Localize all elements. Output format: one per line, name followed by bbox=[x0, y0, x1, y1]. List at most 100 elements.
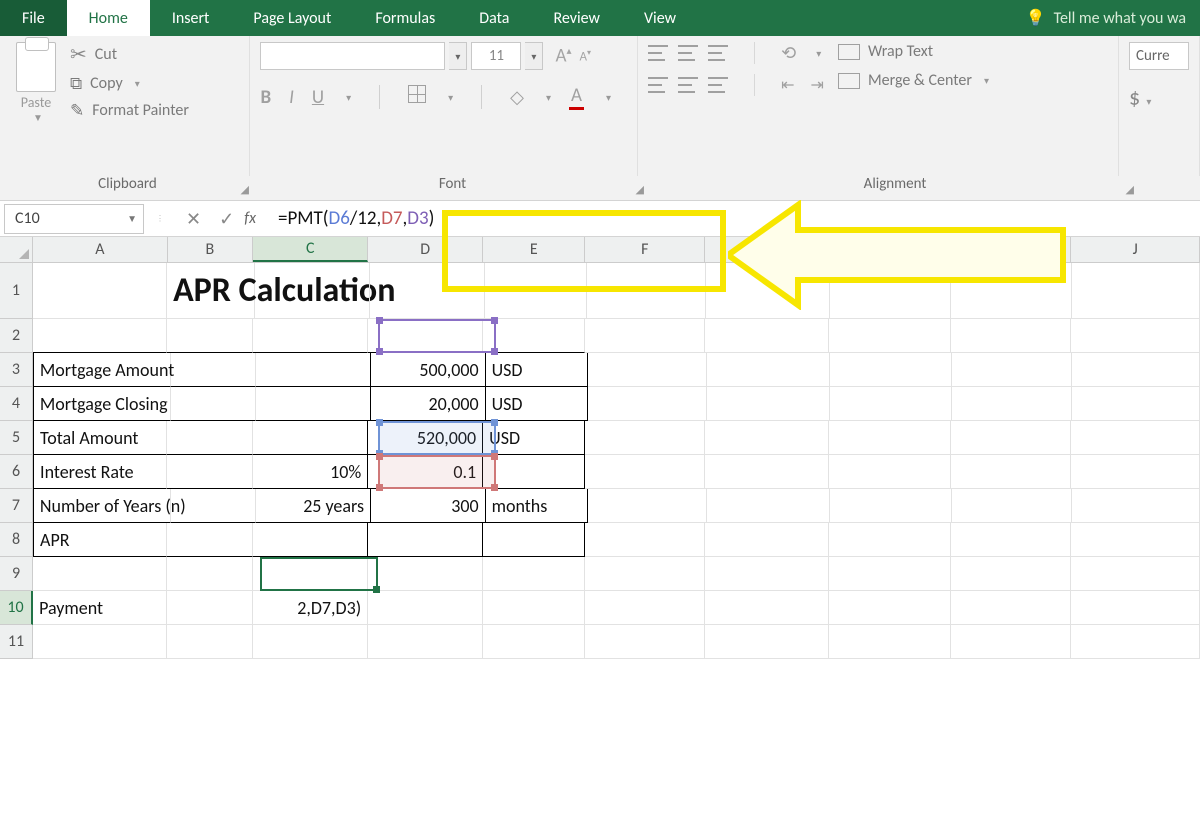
cell-B2[interactable] bbox=[167, 319, 253, 353]
cell-A10[interactable]: Payment bbox=[33, 591, 167, 625]
align-bottom-button[interactable] bbox=[708, 45, 728, 61]
cell-J2[interactable] bbox=[1071, 319, 1200, 353]
row-header-3[interactable]: 3 bbox=[0, 353, 33, 387]
cell-C4[interactable] bbox=[256, 387, 371, 421]
cell-A7[interactable]: Number of Years (n) bbox=[33, 489, 171, 523]
tab-view[interactable]: View bbox=[622, 0, 698, 36]
font-size-combo[interactable]: 11 bbox=[471, 42, 521, 70]
cell-I6[interactable] bbox=[951, 455, 1072, 489]
cell-F1[interactable] bbox=[587, 263, 707, 319]
cell-D2[interactable] bbox=[368, 319, 483, 353]
cell-E1[interactable] bbox=[485, 263, 587, 319]
cell-C3[interactable] bbox=[256, 353, 371, 387]
cell-H9[interactable] bbox=[829, 557, 951, 591]
cell-D7[interactable]: 300 bbox=[371, 489, 486, 523]
font-name-dropdown[interactable]: ▾ bbox=[449, 42, 467, 70]
underline-button[interactable]: U bbox=[312, 86, 324, 109]
cell-C1[interactable] bbox=[255, 263, 370, 319]
bold-button[interactable]: B bbox=[260, 86, 271, 109]
col-header-E[interactable]: E bbox=[483, 237, 585, 262]
cell-C9[interactable] bbox=[253, 557, 368, 591]
cell-F3[interactable] bbox=[588, 353, 707, 387]
enter-formula-button[interactable]: ✓ bbox=[219, 208, 234, 230]
row-header-8[interactable]: 8 bbox=[0, 523, 33, 557]
cell-G6[interactable] bbox=[705, 455, 829, 489]
cell-B6[interactable] bbox=[167, 455, 253, 489]
tab-insert[interactable]: Insert bbox=[150, 0, 232, 36]
name-box[interactable]: C10 ▼ bbox=[4, 204, 144, 234]
cell-D1[interactable] bbox=[370, 263, 485, 319]
cell-B3[interactable] bbox=[171, 353, 257, 387]
cell-C6[interactable]: 10% bbox=[253, 455, 368, 489]
cell-F7[interactable] bbox=[588, 489, 707, 523]
cell-E2[interactable] bbox=[483, 319, 585, 353]
merge-center-button[interactable]: Merge & Center ▾ bbox=[838, 71, 989, 90]
cell-E10[interactable] bbox=[483, 591, 585, 625]
cell-I11[interactable] bbox=[951, 625, 1072, 659]
wrap-text-button[interactable]: Wrap Text bbox=[838, 42, 989, 61]
cell-C2[interactable] bbox=[253, 319, 368, 353]
copy-button[interactable]: ⧉ Copy ▾ bbox=[70, 73, 189, 94]
row-header-2[interactable]: 2 bbox=[0, 319, 33, 353]
cell-D3[interactable]: 500,000 bbox=[371, 353, 486, 387]
cell-I2[interactable] bbox=[951, 319, 1072, 353]
format-painter-button[interactable]: ✎ Format Painter bbox=[70, 100, 189, 121]
fx-icon[interactable]: fx bbox=[244, 209, 256, 228]
row-header-7[interactable]: 7 bbox=[0, 489, 33, 523]
cell-E5[interactable]: USD bbox=[483, 421, 585, 455]
increase-indent-button[interactable]: ⇥ bbox=[811, 75, 824, 95]
cell-H7[interactable] bbox=[830, 489, 951, 523]
cell-C11[interactable] bbox=[253, 625, 368, 659]
cell-J6[interactable] bbox=[1071, 455, 1200, 489]
col-header-G[interactable]: G bbox=[705, 237, 829, 262]
cell-C10[interactable]: 2,D7,D3) bbox=[253, 591, 368, 625]
cell-G3[interactable] bbox=[707, 353, 830, 387]
cell-J8[interactable] bbox=[1071, 523, 1200, 557]
cell-A1[interactable] bbox=[33, 263, 167, 319]
font-color-button[interactable]: A bbox=[569, 84, 584, 110]
cell-G8[interactable] bbox=[705, 523, 829, 557]
cell-F5[interactable] bbox=[585, 421, 705, 455]
row-header-1[interactable]: 1 bbox=[0, 263, 33, 319]
cell-E4[interactable]: USD bbox=[486, 387, 588, 421]
cell-H6[interactable] bbox=[829, 455, 951, 489]
col-header-I[interactable]: I bbox=[951, 237, 1072, 262]
cell-H11[interactable] bbox=[829, 625, 951, 659]
decrease-indent-button[interactable]: ⇤ bbox=[781, 75, 794, 95]
cell-B11[interactable] bbox=[167, 625, 253, 659]
worksheet-grid[interactable]: A B C D E F G H I J 1 APR Calculation 2 bbox=[0, 237, 1200, 659]
dialog-launcher-icon[interactable]: ◢ bbox=[241, 183, 249, 196]
row-header-6[interactable]: 6 bbox=[0, 455, 33, 489]
col-header-A[interactable]: A bbox=[33, 237, 167, 262]
cell-G11[interactable] bbox=[705, 625, 829, 659]
align-left-button[interactable] bbox=[648, 77, 668, 93]
row-header-9[interactable]: 9 bbox=[0, 557, 33, 591]
cell-B8[interactable] bbox=[167, 523, 253, 557]
cell-E9[interactable] bbox=[483, 557, 585, 591]
cell-D8[interactable] bbox=[368, 523, 483, 557]
tab-review[interactable]: Review bbox=[531, 0, 622, 36]
cell-I7[interactable] bbox=[952, 489, 1072, 523]
col-header-H[interactable]: H bbox=[829, 237, 951, 262]
cell-I5[interactable] bbox=[951, 421, 1072, 455]
tell-me-search[interactable]: 💡 Tell me what you wa bbox=[1012, 0, 1200, 36]
align-top-button[interactable] bbox=[648, 45, 668, 61]
cell-J3[interactable] bbox=[1072, 353, 1200, 387]
col-header-B[interactable]: B bbox=[168, 237, 254, 262]
cell-J7[interactable] bbox=[1072, 489, 1200, 523]
tab-page-layout[interactable]: Page Layout bbox=[231, 0, 353, 36]
cell-I8[interactable] bbox=[951, 523, 1072, 557]
cancel-formula-button[interactable]: ✕ bbox=[186, 208, 201, 230]
formula-input[interactable]: =PMT(D6/12,D7,D3) bbox=[270, 207, 1200, 230]
cell-I10[interactable] bbox=[951, 591, 1072, 625]
cell-B10[interactable] bbox=[167, 591, 253, 625]
cell-F2[interactable] bbox=[585, 319, 705, 353]
cell-B1[interactable]: APR Calculation bbox=[167, 263, 255, 319]
cut-button[interactable]: ✂ Cut bbox=[70, 42, 189, 67]
decrease-font-icon[interactable]: A▾ bbox=[579, 48, 591, 64]
cell-B5[interactable] bbox=[167, 421, 253, 455]
cell-G5[interactable] bbox=[705, 421, 829, 455]
increase-font-icon[interactable]: A▴ bbox=[555, 44, 571, 67]
align-center-button[interactable] bbox=[678, 77, 698, 93]
cell-B7[interactable] bbox=[171, 489, 257, 523]
